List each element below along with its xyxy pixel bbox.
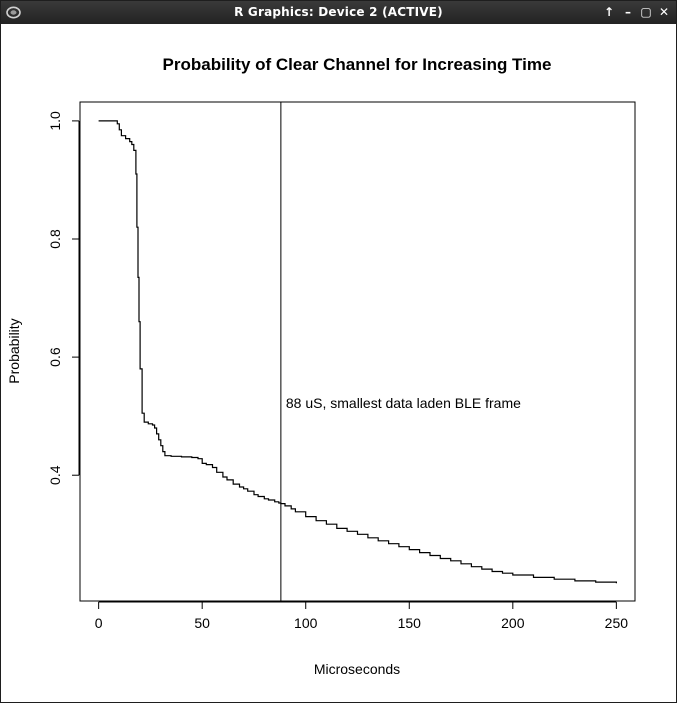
series-line: [98, 120, 617, 584]
x-tick-label: 250: [605, 615, 629, 631]
x-tick-label: 150: [398, 615, 422, 631]
y-tick-label: 1.0: [47, 111, 63, 131]
x-tick-label: 50: [194, 615, 210, 631]
x-tick-label: 200: [501, 615, 525, 631]
x-tick-label: 100: [294, 615, 318, 631]
minimize-button[interactable]: –: [625, 5, 631, 19]
chart-svg: Probability of Clear Channel for Increas…: [6, 55, 636, 677]
window-title: R Graphics: Device 2 (ACTIVE): [234, 5, 443, 19]
window-titlebar[interactable]: R Graphics: Device 2 (ACTIVE) ↑ – ▢ ✕: [1, 1, 676, 24]
close-button[interactable]: ✕: [658, 5, 670, 19]
y-axis: 0.4 0.6 0.8 1.0: [47, 111, 80, 485]
x-axis: 0 50 100 150 200 250: [95, 601, 629, 631]
y-tick-label: 0.4: [47, 465, 63, 485]
y-tick-label: 0.8: [47, 229, 63, 249]
y-tick-label: 0.6: [47, 347, 63, 367]
plot-frame: [79, 101, 636, 602]
keep-above-button[interactable]: ↑: [603, 5, 615, 19]
chart-title: Probability of Clear Channel for Increas…: [163, 55, 552, 74]
r-app-icon: [6, 6, 21, 19]
plot-area: Probability of Clear Channel for Increas…: [1, 24, 676, 702]
x-axis-label: Microseconds: [314, 661, 400, 677]
y-axis-label: Probability: [6, 318, 22, 383]
x-tick-label: 0: [95, 615, 103, 631]
reference-line-label: 88 uS, smallest data laden BLE frame: [286, 395, 521, 411]
maximize-button[interactable]: ▢: [640, 5, 652, 19]
